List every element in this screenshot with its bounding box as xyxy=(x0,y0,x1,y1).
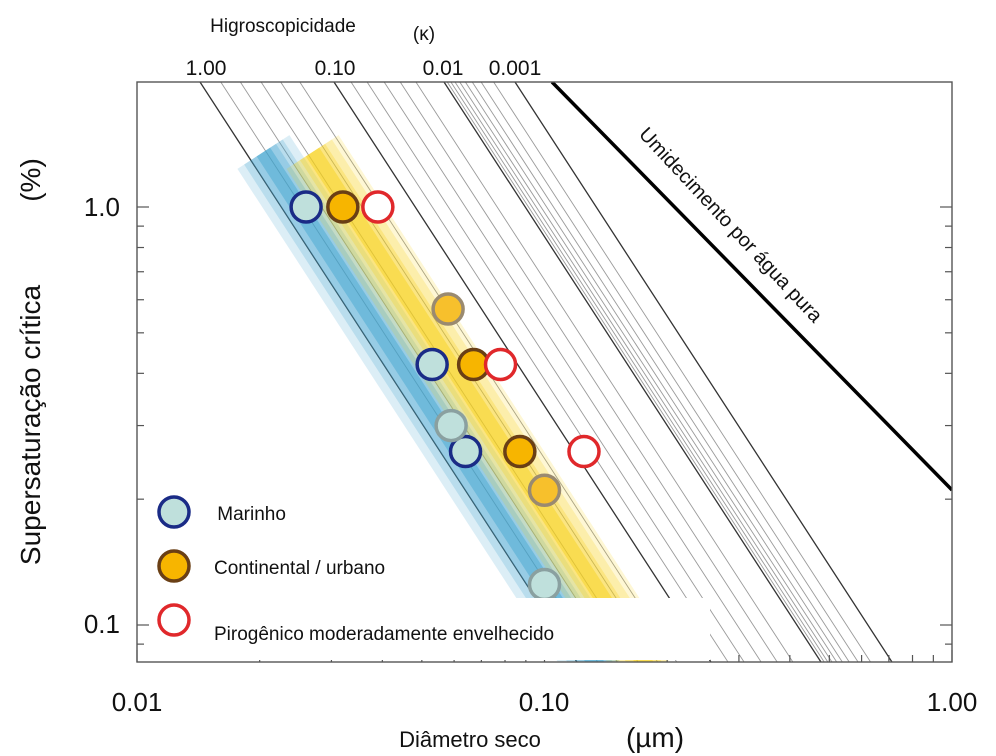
top-tick-label: 0.10 xyxy=(315,57,356,80)
x-axis-unit: (µm) xyxy=(626,722,684,753)
legend-background xyxy=(150,598,710,660)
y-tick-label: 0.1 xyxy=(84,609,120,639)
legend-label: Pirogênico moderadamente envelhecido xyxy=(214,624,554,645)
continental-band xyxy=(305,147,654,662)
data-point xyxy=(503,434,537,469)
kappa-isoline xyxy=(199,82,578,662)
kappa-isoline xyxy=(459,82,838,662)
data-point xyxy=(326,190,360,224)
data-point xyxy=(448,434,483,469)
legend-marker-pyrogenic xyxy=(157,603,191,637)
x-tick-label: 1.00 xyxy=(927,687,978,717)
kappa-isoline xyxy=(454,82,833,662)
top-tick-label: 0.01 xyxy=(423,57,464,80)
kappa-isoline xyxy=(366,82,745,662)
top-tick-label: 1.00 xyxy=(186,57,227,80)
kappa-isoline xyxy=(446,82,825,662)
kappa-isoline xyxy=(464,82,843,662)
kappa-isoline xyxy=(493,82,872,662)
kappa-isoline xyxy=(480,82,859,662)
y-axis-label: Supersaturação crítica xyxy=(15,285,46,566)
data-point xyxy=(527,567,562,602)
y-axis-unit: (%) xyxy=(15,158,46,202)
kappa-isoline xyxy=(350,82,729,662)
continental-band xyxy=(293,139,670,662)
x-tick-label: 0.10 xyxy=(519,687,570,717)
data-markers xyxy=(289,190,601,602)
kappa-isolines xyxy=(199,82,893,662)
kappa-isoline xyxy=(333,82,712,662)
x-axis-label: Diâmetro seco xyxy=(399,727,541,752)
top-axis-label: Higroscopicidade xyxy=(210,16,356,37)
data-point xyxy=(483,347,518,382)
kappa-isoline xyxy=(450,82,829,662)
top-tick-label: 0.001 xyxy=(489,57,542,80)
kappa-isoline xyxy=(399,82,778,662)
data-point xyxy=(289,190,323,224)
continental-band xyxy=(299,143,662,662)
legend-marker-continental xyxy=(157,549,191,583)
legend: Marinho Continental / urbano Pirogênico … xyxy=(150,495,710,660)
continental-band xyxy=(286,135,677,662)
legend-label: Marinho xyxy=(212,504,286,525)
data-point xyxy=(361,190,395,224)
data-point xyxy=(431,292,465,326)
data-point xyxy=(415,347,449,382)
legend-marker-marine xyxy=(157,495,191,529)
data-point xyxy=(434,408,468,443)
legend-label: Continental / urbano xyxy=(214,558,385,579)
kappa-isoline xyxy=(443,82,822,662)
kappa-isoline xyxy=(415,82,794,662)
kappa-isoline xyxy=(514,82,893,662)
kappa-isoline xyxy=(260,82,639,662)
x-tick-label: 0.01 xyxy=(112,687,163,717)
data-point xyxy=(527,473,562,508)
pure-water-line xyxy=(550,82,952,492)
y-tick-label: 1.0 xyxy=(84,192,120,222)
top-axis-symbol: (κ) xyxy=(413,24,435,45)
kappa-isoline xyxy=(383,82,762,662)
data-point xyxy=(567,434,601,469)
kappa-isoline xyxy=(471,82,850,662)
